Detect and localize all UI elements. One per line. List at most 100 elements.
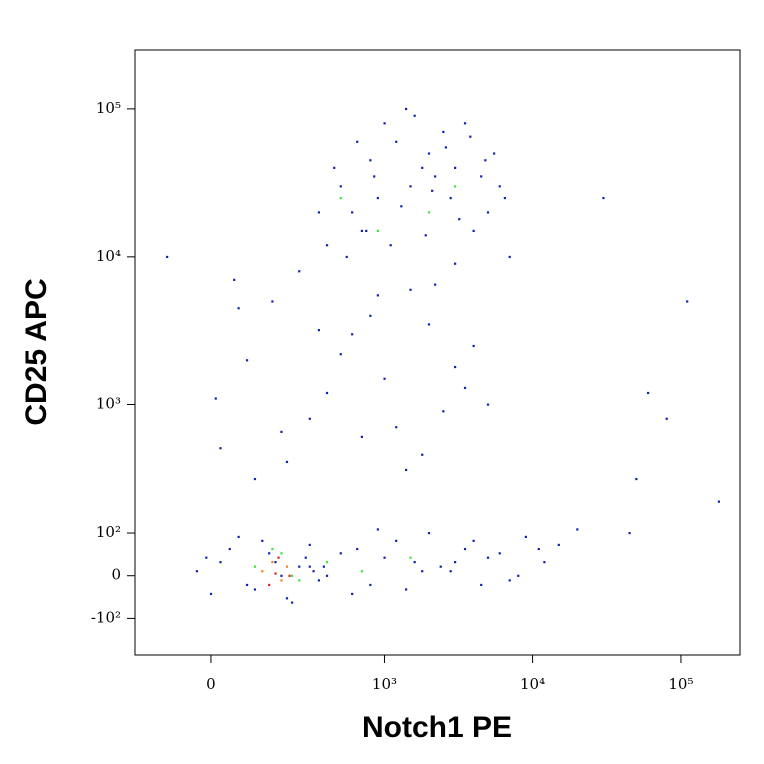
data-point [427, 152, 431, 155]
data-point [365, 229, 368, 232]
data-point [421, 453, 424, 456]
data-point [376, 229, 379, 232]
data-point [409, 185, 412, 188]
data-point [405, 468, 408, 472]
data-point [537, 547, 540, 551]
data-point [454, 185, 457, 188]
data-point [635, 477, 638, 481]
data-point [245, 359, 249, 362]
data-point [356, 547, 359, 551]
data-point [524, 535, 527, 539]
data-point [413, 561, 416, 564]
data-point [557, 543, 560, 546]
data-point [268, 552, 271, 555]
data-point [383, 122, 386, 125]
data-point [395, 539, 398, 542]
y-tick-label: 10³ [96, 395, 121, 413]
data-point [228, 547, 231, 551]
data-point [498, 552, 501, 555]
data-point [409, 556, 412, 559]
data-point [277, 556, 280, 559]
data-point [322, 565, 325, 568]
data-point [253, 477, 257, 481]
data-point [274, 572, 277, 575]
data-point [376, 196, 379, 200]
data-point [389, 244, 392, 247]
data-point [449, 196, 452, 200]
data-point [395, 140, 398, 143]
data-point [288, 574, 291, 577]
data-point [312, 570, 315, 573]
data-point [444, 146, 447, 149]
data-point [508, 579, 511, 582]
data-point [274, 561, 277, 564]
data-point [376, 294, 379, 297]
data-point [325, 574, 329, 577]
data-point [665, 417, 668, 420]
y-tick-label: 10² [96, 523, 121, 541]
data-point [480, 583, 483, 587]
data-point [472, 229, 475, 232]
data-point [463, 386, 467, 389]
data-point [280, 552, 283, 555]
data-point [442, 130, 445, 134]
data-point [219, 561, 222, 564]
data-point [427, 211, 431, 214]
data-point [508, 255, 511, 259]
data-point [308, 417, 311, 420]
y-axis-label: CD25 APC [20, 278, 53, 425]
data-point [245, 583, 249, 587]
x-tick-label: 10⁴ [520, 675, 545, 693]
x-tick-label: 10⁵ [668, 675, 693, 693]
data-point [261, 539, 264, 542]
data-point [285, 565, 289, 568]
data-point [486, 211, 490, 214]
data-point [166, 255, 169, 259]
data-point [280, 430, 283, 433]
data-point [717, 500, 721, 503]
data-point [304, 556, 307, 559]
data-point [493, 152, 496, 155]
y-tick-label: -10² [91, 608, 121, 626]
data-point [517, 574, 520, 577]
data-point [405, 107, 408, 111]
data-point [298, 270, 301, 273]
x-tick-label: 10³ [372, 675, 397, 693]
data-point [686, 300, 689, 303]
data-point [421, 166, 424, 169]
data-point [628, 532, 631, 535]
data-point [253, 565, 257, 568]
data-point [463, 122, 467, 125]
data-point [484, 159, 487, 162]
y-tick-label: 10⁵ [96, 99, 121, 117]
plot-frame [134, 49, 741, 656]
data-point [298, 565, 301, 568]
data-point [427, 532, 431, 535]
x-tick-label: 0 [206, 675, 216, 693]
data-point [472, 344, 475, 348]
data-point [395, 426, 398, 429]
data-point [308, 543, 311, 546]
data-point [602, 196, 605, 200]
data-point [472, 539, 475, 542]
data-point [486, 556, 490, 559]
data-point [383, 556, 386, 559]
data-point [237, 535, 240, 539]
data-point [463, 547, 467, 551]
data-point [369, 583, 372, 587]
data-point [339, 353, 342, 356]
data-point [205, 556, 208, 559]
data-point [237, 307, 240, 310]
x-axis-label: Notch1 PE [362, 711, 512, 744]
data-point [427, 323, 431, 326]
data-point [317, 579, 321, 582]
data-point [268, 583, 271, 587]
data-point [271, 547, 274, 551]
data-point [442, 410, 445, 413]
data-point [454, 166, 457, 169]
data-point [469, 135, 472, 138]
data-point [233, 278, 236, 281]
data-point [325, 561, 329, 564]
data-point [503, 196, 507, 200]
